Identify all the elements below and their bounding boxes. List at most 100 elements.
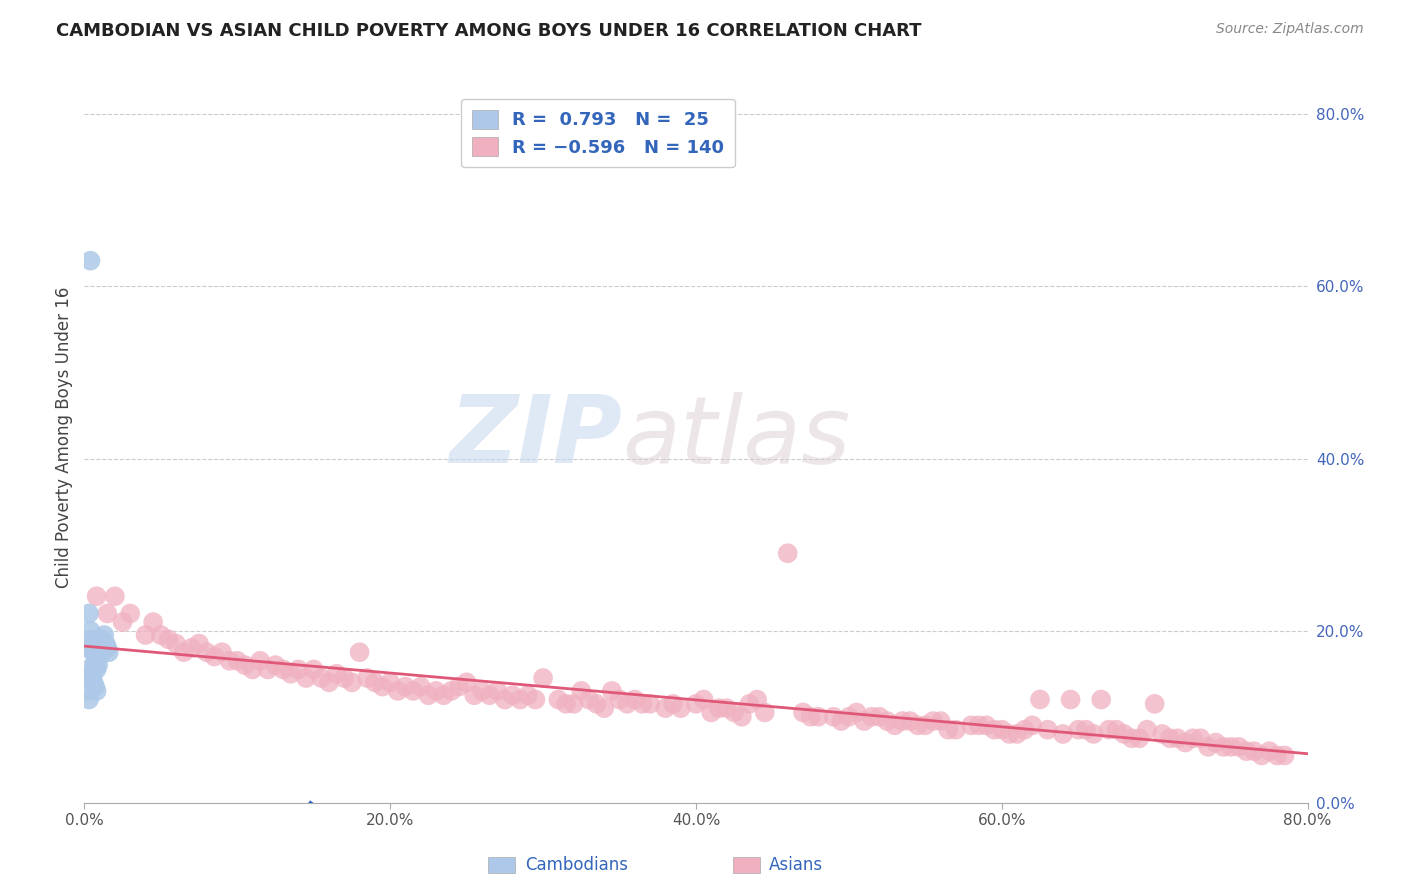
Point <box>578 692 600 706</box>
Point <box>1074 723 1097 737</box>
Point <box>90 632 112 647</box>
Point <box>562 697 585 711</box>
Point <box>433 688 456 702</box>
Point <box>94 637 117 651</box>
Point <box>471 684 494 698</box>
Point <box>593 701 616 715</box>
Point <box>631 697 654 711</box>
Point <box>531 671 554 685</box>
Point <box>1143 697 1166 711</box>
Point <box>165 637 187 651</box>
Point <box>1059 692 1081 706</box>
Point <box>104 589 127 603</box>
Point <box>1105 723 1128 737</box>
Point <box>142 615 165 629</box>
Point <box>486 684 509 698</box>
Point <box>79 624 101 638</box>
Point <box>287 662 309 676</box>
Point <box>218 654 240 668</box>
Point <box>1205 735 1227 749</box>
Point <box>792 706 814 720</box>
Point <box>75 671 97 685</box>
Point <box>311 671 333 685</box>
Point <box>211 645 233 659</box>
FancyBboxPatch shape <box>733 857 759 873</box>
Point <box>907 718 929 732</box>
Point <box>830 714 852 728</box>
Point <box>1265 748 1288 763</box>
Point <box>685 697 707 711</box>
Point <box>1220 739 1243 754</box>
Legend: R =  0.793   N =  25, R = −0.596   N = 140: R = 0.793 N = 25, R = −0.596 N = 140 <box>461 99 735 168</box>
Point <box>860 710 883 724</box>
Point <box>440 684 463 698</box>
Point <box>188 637 211 651</box>
Point <box>83 675 105 690</box>
Point <box>111 615 134 629</box>
Point <box>371 680 394 694</box>
Point <box>1152 727 1174 741</box>
Point <box>76 640 98 655</box>
Point <box>509 692 531 706</box>
Point <box>638 697 661 711</box>
Point <box>707 701 730 715</box>
Point <box>93 628 115 642</box>
Point <box>249 654 271 668</box>
Point <box>914 718 936 732</box>
Point <box>77 692 100 706</box>
Text: Cambodians: Cambodians <box>524 856 627 874</box>
Point <box>79 666 101 681</box>
Point <box>1005 727 1028 741</box>
Point <box>936 723 959 737</box>
Point <box>776 546 799 560</box>
Point <box>364 675 387 690</box>
Point <box>418 688 440 702</box>
Text: ZIP: ZIP <box>450 391 623 483</box>
Point <box>976 718 998 732</box>
Point <box>402 684 425 698</box>
Point <box>654 701 676 715</box>
Point <box>77 662 100 676</box>
Point <box>173 645 195 659</box>
Point <box>600 684 623 698</box>
Point <box>738 697 761 711</box>
Point <box>356 671 378 685</box>
Point <box>967 718 990 732</box>
Point <box>845 706 868 720</box>
Point <box>387 684 409 698</box>
Point <box>1159 731 1181 746</box>
Point <box>1121 731 1143 746</box>
Point <box>79 253 101 268</box>
Point <box>609 692 631 706</box>
Point <box>83 645 105 659</box>
Point <box>1014 723 1036 737</box>
Point <box>1021 718 1043 732</box>
Point <box>1036 723 1059 737</box>
Text: Asians: Asians <box>769 856 824 874</box>
Point <box>425 684 447 698</box>
Point <box>716 701 738 715</box>
Point <box>731 710 754 724</box>
Point <box>97 645 120 659</box>
Point <box>80 632 103 647</box>
Point <box>1090 692 1112 706</box>
Point <box>318 675 340 690</box>
FancyBboxPatch shape <box>488 857 515 873</box>
Point <box>1189 731 1212 746</box>
Point <box>157 632 180 647</box>
Point <box>409 680 432 694</box>
Point <box>149 628 172 642</box>
Text: CAMBODIAN VS ASIAN CHILD POVERTY AMONG BOYS UNDER 16 CORRELATION CHART: CAMBODIAN VS ASIAN CHILD POVERTY AMONG B… <box>56 22 922 40</box>
Point <box>135 628 157 642</box>
Point <box>1243 744 1265 758</box>
Point <box>1250 748 1272 763</box>
Point <box>76 684 98 698</box>
Point <box>960 718 983 732</box>
Point <box>84 680 107 694</box>
Point <box>340 675 363 690</box>
Point <box>96 607 118 621</box>
Point <box>280 666 302 681</box>
Point <box>242 662 264 676</box>
Point <box>333 671 356 685</box>
Point <box>84 654 107 668</box>
